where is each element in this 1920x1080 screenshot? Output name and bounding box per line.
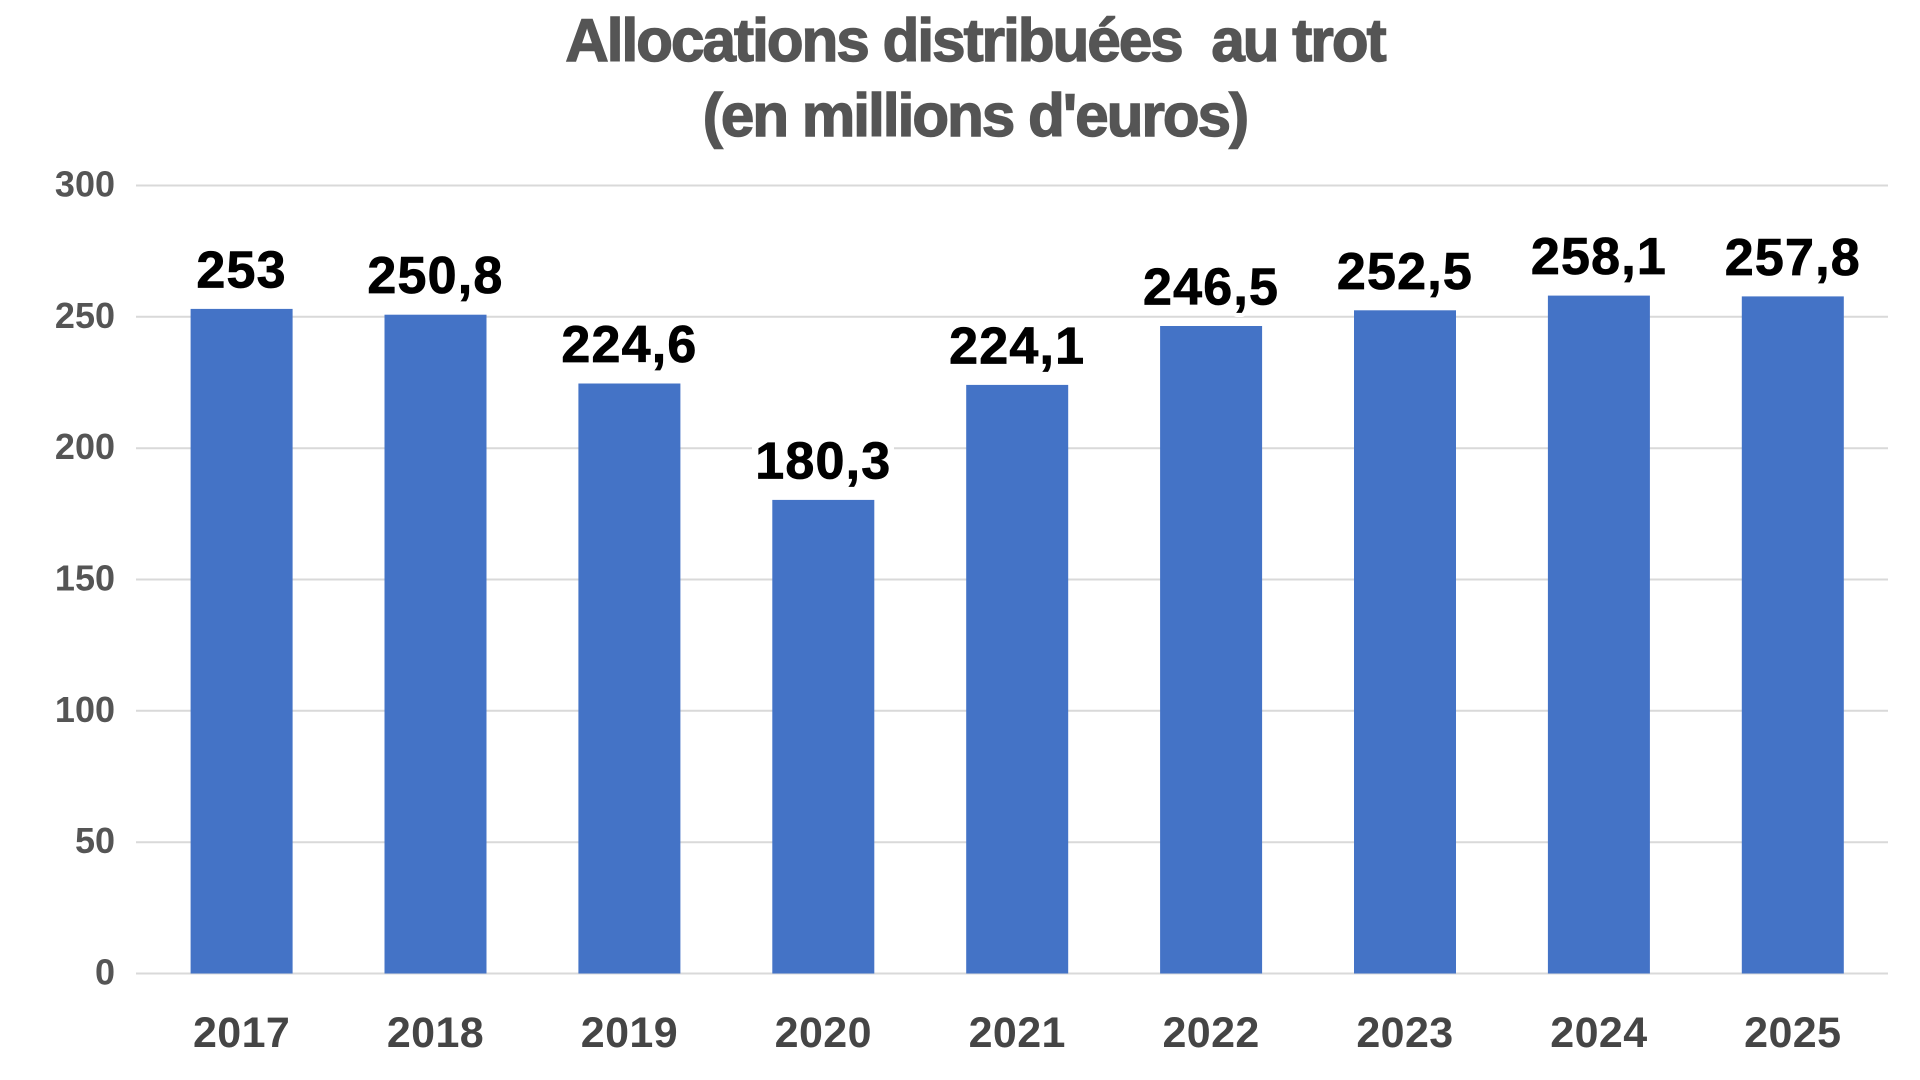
svg-text:200: 200 [55,426,115,467]
svg-text:2024: 2024 [1550,1009,1647,1057]
svg-text:2023: 2023 [1356,1009,1453,1057]
svg-text:253: 253 [196,241,286,299]
svg-text:2018: 2018 [387,1009,484,1057]
svg-text:252,5: 252,5 [1337,243,1473,301]
svg-text:224,1: 224,1 [949,317,1085,375]
svg-text:250,8: 250,8 [367,247,503,305]
svg-text:2025: 2025 [1744,1009,1841,1057]
svg-text:258,1: 258,1 [1531,228,1667,286]
svg-text:2017: 2017 [193,1009,290,1057]
svg-text:250: 250 [55,295,115,336]
svg-text:Allocations distribuées au tr: Allocations distribuées au trot [565,7,1386,74]
svg-text:224,6: 224,6 [561,316,697,374]
svg-text:2021: 2021 [969,1009,1066,1057]
svg-text:246,5: 246,5 [1143,259,1279,317]
svg-text:246,5: 246,5 [1143,259,1279,317]
svg-text:180,3: 180,3 [755,432,891,490]
svg-text:180,3: 180,3 [755,432,891,490]
svg-text:2019: 2019 [581,1009,678,1057]
svg-text:2022: 2022 [1162,1009,1259,1057]
svg-text:0: 0 [95,952,115,993]
svg-text:250,8: 250,8 [367,247,503,305]
svg-text:50: 50 [75,820,115,861]
svg-text:258,1: 258,1 [1531,228,1667,286]
svg-text:300: 300 [55,164,115,205]
svg-text:224,6: 224,6 [561,316,697,374]
svg-text:(en millions d'euros): (en millions d'euros) [703,82,1247,149]
svg-text:252,5: 252,5 [1337,243,1473,301]
svg-text:224,1: 224,1 [949,317,1085,375]
svg-text:100: 100 [55,689,115,730]
svg-text:257,8: 257,8 [1725,229,1861,287]
svg-text:2020: 2020 [775,1009,872,1057]
svg-text:257,8: 257,8 [1725,229,1861,287]
svg-text:150: 150 [55,558,115,599]
svg-text:253: 253 [196,241,286,299]
